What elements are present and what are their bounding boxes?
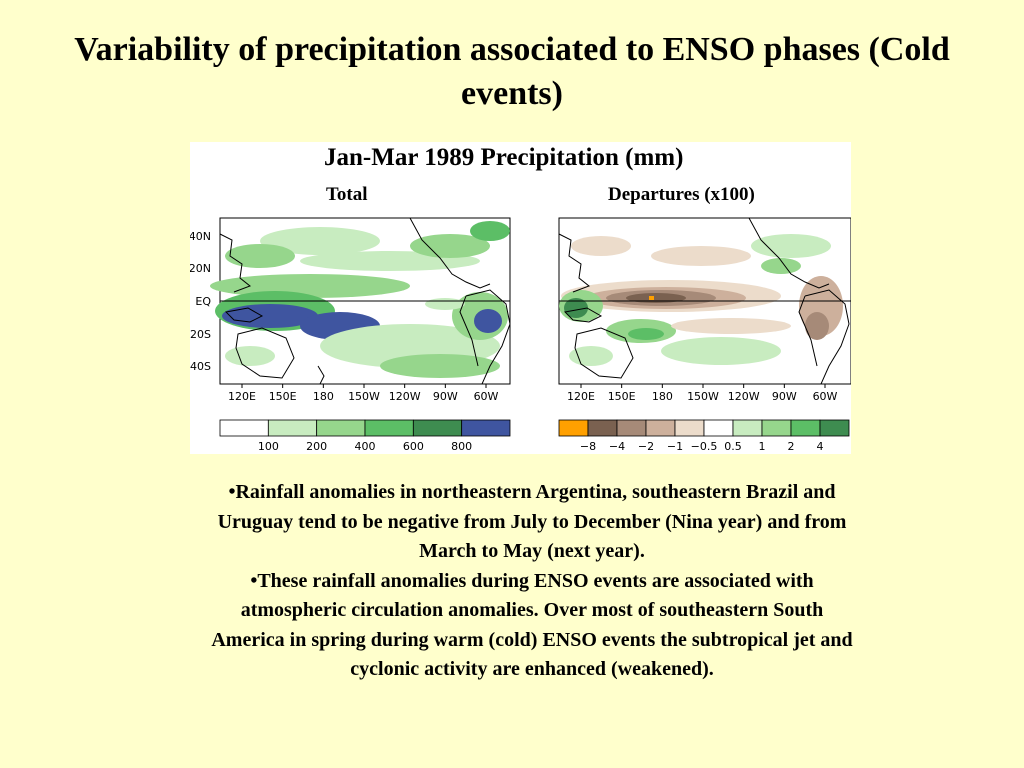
colorbar-swatch <box>219 419 269 437</box>
colorbar-label: 1 <box>759 440 766 453</box>
left-map-frame <box>210 217 511 385</box>
longitude-label: 90W <box>772 390 797 403</box>
latitude-label: 40S <box>190 360 211 373</box>
total-colorbar-labels: 100 200 400 600 800 <box>258 440 472 453</box>
colorbar-swatch <box>267 419 318 437</box>
precipitation-departures-map: 120E 150E 180 150W 120W 90W 60W <box>558 217 851 403</box>
bullet-item: •These rainfall anomalies during ENSO ev… <box>211 569 853 681</box>
precipitation-figure: Jan-Mar 1989 Precipitation (mm) Total De… <box>190 142 851 454</box>
colorbar-swatch <box>703 419 734 437</box>
total-precipitation-map: 40N 20N EQ 20S 40S 120E 150E 180 150W 120W 90W 60W <box>190 217 511 403</box>
longitude-label: 120W <box>389 390 421 403</box>
colorbar-label: −2 <box>638 440 654 453</box>
colorbar-swatch <box>790 419 821 437</box>
latitude-label: 20N <box>190 262 211 275</box>
bullet-item: •Rainfall anomalies in northeastern Arge… <box>217 481 847 562</box>
longitude-label: 150E <box>608 390 636 403</box>
colorbar-swatch <box>674 419 705 437</box>
left-coastlines <box>219 217 511 385</box>
total-precip-fields <box>210 221 510 378</box>
colorbar-label: 100 <box>258 440 279 453</box>
colorbar-label: 200 <box>306 440 327 453</box>
colorbar-label: 600 <box>403 440 424 453</box>
colorbar-label: −4 <box>609 440 625 453</box>
longitude-label: 120E <box>228 390 256 403</box>
longitude-label: 60W <box>813 390 838 403</box>
right-longitude-labels: 120E 150E 180 150W 120W 90W 60W <box>567 384 838 403</box>
colorbar-swatch <box>616 419 647 437</box>
colorbar-label: 400 <box>355 440 376 453</box>
longitude-label: 150W <box>348 390 380 403</box>
colorbar-swatch <box>316 419 366 437</box>
colorbar-label: 0.5 <box>724 440 742 453</box>
total-colorbar: 100 200 400 600 800 <box>219 419 511 453</box>
longitude-label: 150E <box>269 390 297 403</box>
bullet-list: •Rainfall anomalies in northeastern Arge… <box>205 478 859 685</box>
colorbar-label: 800 <box>451 440 472 453</box>
total-panel-subtitle: Total <box>326 184 368 205</box>
colorbar-swatch <box>732 419 763 437</box>
departures-panel-subtitle: Departures (x100) <box>608 184 755 205</box>
departure-fields <box>559 234 843 366</box>
longitude-label: 180 <box>313 390 334 403</box>
longitude-label: 60W <box>474 390 499 403</box>
latitude-label: EQ <box>195 295 211 308</box>
departures-colorbar-labels: −8 −4 −2 −1 −0.5 0.5 1 2 4 <box>580 440 824 453</box>
departures-colorbar: −8 −4 −2 −1 −0.5 0.5 1 2 4 <box>558 419 850 453</box>
colorbar-swatch <box>412 419 463 437</box>
colorbar-swatch <box>587 419 618 437</box>
left-longitude-labels: 120E 150E 180 150W 120W 90W 60W <box>228 384 499 403</box>
longitude-label: 120E <box>567 390 595 403</box>
figure-title: Jan-Mar 1989 Precipitation (mm) <box>324 144 684 171</box>
colorbar-swatch <box>558 419 589 437</box>
colorbar-label: −0.5 <box>691 440 718 453</box>
colorbar-label: −1 <box>667 440 683 453</box>
slide-title: Variability of precipitation associated … <box>74 31 950 112</box>
longitude-label: 120W <box>728 390 760 403</box>
colorbar-swatch <box>364 419 414 437</box>
longitude-label: 90W <box>433 390 458 403</box>
latitude-label: 20S <box>190 328 211 341</box>
colorbar-swatch <box>461 419 511 437</box>
left-latitude-labels: 40N 20N EQ 20S 40S <box>190 230 211 373</box>
departures-colorbar-swatches <box>558 419 850 437</box>
colorbar-label: −8 <box>580 440 596 453</box>
longitude-label: 180 <box>652 390 673 403</box>
colorbar-label: 4 <box>817 440 824 453</box>
longitude-label: 150W <box>687 390 719 403</box>
colorbar-swatch <box>645 419 676 437</box>
right-map-frame <box>558 217 851 385</box>
total-colorbar-swatches <box>219 419 511 437</box>
colorbar-swatch <box>819 419 850 437</box>
latitude-label: 40N <box>190 230 211 243</box>
colorbar-label: 2 <box>788 440 795 453</box>
colorbar-swatch <box>761 419 792 437</box>
right-coastlines <box>558 217 850 385</box>
